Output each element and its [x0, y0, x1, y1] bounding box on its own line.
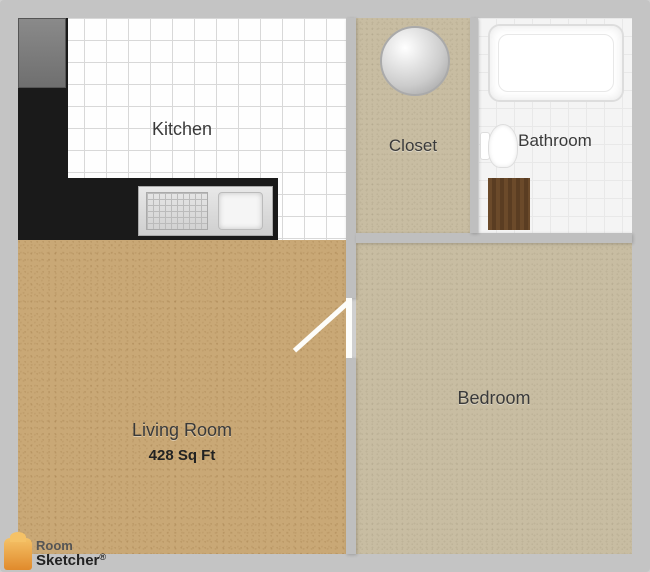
logo-registered: ®: [99, 552, 106, 562]
bedroom-label: Bedroom: [457, 388, 530, 409]
bathtub: [488, 24, 624, 102]
logo-mascot-icon: [4, 538, 32, 570]
logo-text: Room Sketcher®: [36, 540, 106, 568]
roomsketcher-logo: Room Sketcher®: [4, 538, 106, 570]
wall-closet-bathroom: [470, 18, 478, 233]
wall-vertical-mid-upper: [346, 18, 356, 298]
floor-plan: Kitchen Living Room 428 Sq Ft Closet Bat…: [18, 18, 632, 554]
toilet: [480, 124, 518, 168]
bathtub-inner: [498, 34, 614, 92]
wall-horizontal-right: [356, 233, 632, 243]
door-jamb: [346, 298, 352, 358]
closet-label: Closet: [389, 136, 437, 156]
room-bedroom: Bedroom: [356, 243, 632, 554]
toilet-bowl: [488, 124, 518, 168]
closet-appliance: [380, 26, 450, 96]
logo-line2: Sketcher: [36, 552, 99, 569]
kitchen-label: Kitchen: [152, 119, 212, 140]
wall-vertical-mid-lower: [346, 358, 356, 554]
bathroom-wood-panel: [488, 178, 530, 230]
living-room-area: 428 Sq Ft: [149, 447, 216, 464]
sink-basin: [218, 192, 263, 230]
room-living: Living Room 428 Sq Ft: [18, 240, 346, 554]
living-room-label: Living Room: [132, 420, 232, 441]
fridge: [18, 18, 66, 88]
bathroom-label: Bathroom: [518, 131, 592, 151]
sink-drainboard: [146, 192, 208, 230]
